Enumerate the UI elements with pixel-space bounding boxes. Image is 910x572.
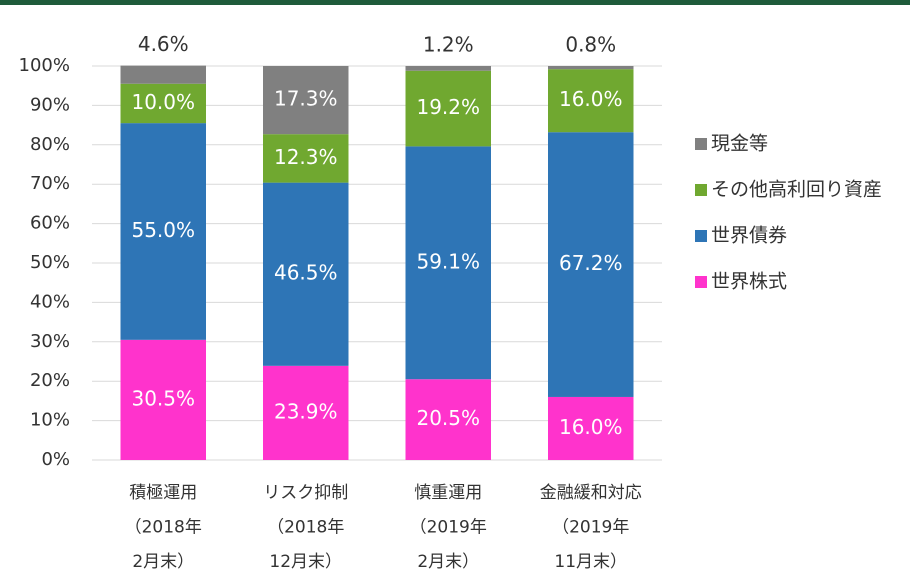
x-tick-label: 2月末）	[417, 552, 479, 572]
value-label: 55.0%	[131, 218, 195, 242]
bar-segment	[263, 134, 349, 183]
bar-segment	[263, 365, 349, 460]
x-tick-label: （2018年	[125, 518, 202, 538]
value-label: 67.2%	[559, 251, 623, 275]
x-tick-label: 11月末）	[554, 552, 627, 572]
bar-segment	[120, 123, 206, 340]
value-label: 30.5%	[131, 386, 195, 410]
y-tick-label: 100%	[19, 55, 70, 76]
x-tick-label: 慎重運用	[414, 483, 482, 503]
bar-segment	[405, 66, 491, 71]
value-label: 23.9%	[274, 399, 338, 423]
bar-segment	[548, 69, 634, 133]
value-label: 20.5%	[416, 406, 480, 430]
x-tick-label: （2018年	[267, 518, 344, 538]
legend-swatch	[695, 230, 707, 242]
bar-segment	[405, 379, 491, 460]
legend-label: 世界債券	[711, 225, 787, 247]
y-tick-label: 50%	[30, 252, 70, 273]
value-label: 1.2%	[423, 33, 474, 57]
value-label: 0.8%	[565, 33, 616, 57]
y-tick-label: 20%	[30, 370, 70, 391]
y-tick-label: 80%	[30, 134, 70, 155]
y-tick-label: 60%	[30, 213, 70, 234]
value-label: 19.2%	[416, 95, 480, 119]
value-label: 16.0%	[559, 87, 623, 111]
y-tick-label: 30%	[30, 331, 70, 352]
bar-segment	[120, 83, 206, 124]
legend-label: その他高利回り資産	[711, 179, 882, 201]
value-label: 59.1%	[416, 249, 480, 273]
legend-label: 現金等	[711, 133, 768, 155]
y-tick-label: 10%	[30, 410, 70, 431]
y-tick-label: 40%	[30, 291, 70, 312]
y-tick-label: 70%	[30, 173, 70, 194]
y-tick-label: 0%	[41, 449, 70, 470]
x-tick-label: （2019年	[410, 518, 487, 538]
top-rule	[0, 0, 910, 5]
value-label: 17.3%	[274, 87, 338, 111]
x-tick-label: 金融緩和対応	[540, 483, 642, 503]
bar-segment	[405, 70, 491, 147]
x-tick-label: 2月末）	[132, 552, 194, 572]
x-tick-label: リスク抑制	[263, 483, 348, 503]
legend-label: 世界株式	[711, 271, 787, 293]
bar-segment	[548, 396, 634, 460]
value-label: 16.0%	[559, 415, 623, 439]
x-tick-label: 積極運用	[129, 483, 197, 503]
bar-segment	[405, 146, 491, 380]
bar-segment	[548, 66, 634, 70]
value-label: 4.6%	[138, 32, 189, 56]
value-label: 10.0%	[131, 90, 195, 114]
legend-swatch	[695, 138, 707, 150]
x-tick-label: （2019年	[552, 518, 629, 538]
bar-segment	[120, 339, 206, 460]
value-label: 12.3%	[274, 145, 338, 169]
legend-swatch	[695, 184, 707, 196]
x-tick-label: 12月末）	[269, 552, 342, 572]
bar-segment	[263, 66, 349, 135]
y-tick-label: 90%	[30, 94, 70, 115]
value-label: 46.5%	[274, 261, 338, 285]
bar-segment	[263, 182, 349, 366]
bar-segment	[548, 132, 634, 397]
bar-segment	[120, 65, 206, 84]
legend-swatch	[695, 276, 707, 288]
